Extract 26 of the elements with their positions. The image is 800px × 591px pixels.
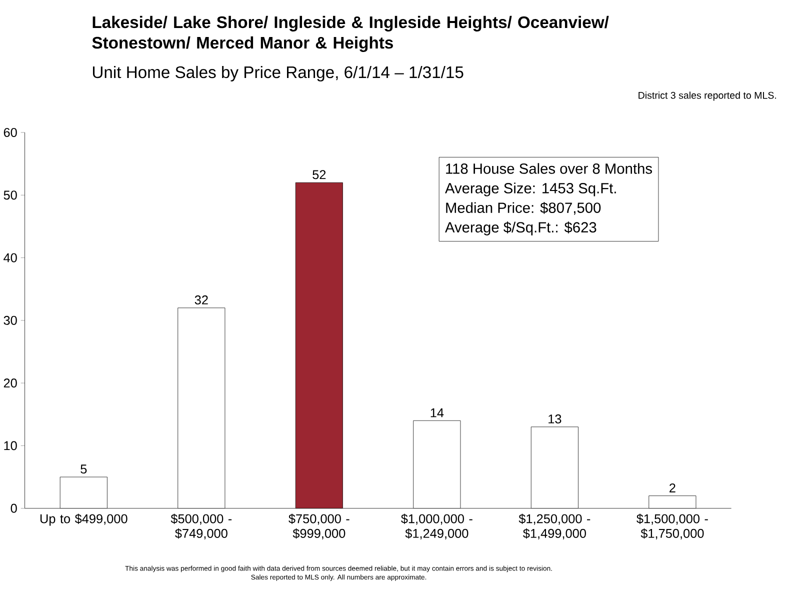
annotation: Average $/Sq.Ft.: $623 bbox=[445, 222, 596, 236]
annotation: Median Price: $807,500 bbox=[446, 202, 601, 215]
data-label: 2 bbox=[670, 484, 676, 492]
data-label: 13 bbox=[548, 414, 562, 424]
y-tick-label: 40 bbox=[4, 253, 17, 262]
x-tick-label: $1,500,000 - $1,750,000 bbox=[636, 514, 708, 540]
x-tick-label: $750,000 - $999,000 bbox=[288, 514, 350, 540]
data-label: 32 bbox=[194, 296, 208, 305]
data-label: 5 bbox=[80, 464, 87, 474]
y-tick-label: 30 bbox=[4, 316, 17, 326]
y-tick-label: 0 bbox=[10, 504, 17, 513]
x-tick-label: Up to $499,000 bbox=[40, 514, 128, 526]
x-tick-label: $1,000,000 - $1,249,000 bbox=[401, 514, 472, 540]
data-label: 14 bbox=[430, 408, 444, 418]
y-tick-label: 20 bbox=[4, 378, 17, 388]
y-tick-label: 50 bbox=[4, 190, 17, 200]
chart-subtitle: Unit Home Sales by Price Range, 6/1/14 – 1/31/15 bbox=[92, 66, 464, 82]
x-tick-label: $500,000 - $749,000 bbox=[170, 514, 232, 540]
chart-title: Lakeside/ Lake Shore/ Ingleside & Ingleside Heights/ Oceanview/ Stonestown/ Merced Manor & Heights bbox=[92, 16, 609, 52]
text: District 3 sales reported to MLS. bbox=[638, 92, 776, 101]
y-tick-label: 10 bbox=[4, 441, 17, 450]
annotation: Average Size: 1453 Sq.Ft. bbox=[445, 182, 616, 196]
y-tick-label: 60 bbox=[4, 128, 17, 138]
x-tick-label: $1,250,000 - $1,499,000 bbox=[518, 514, 590, 540]
annotation: 118 House Sales over 8 Months bbox=[446, 163, 652, 174]
data-label: 52 bbox=[312, 170, 326, 180]
